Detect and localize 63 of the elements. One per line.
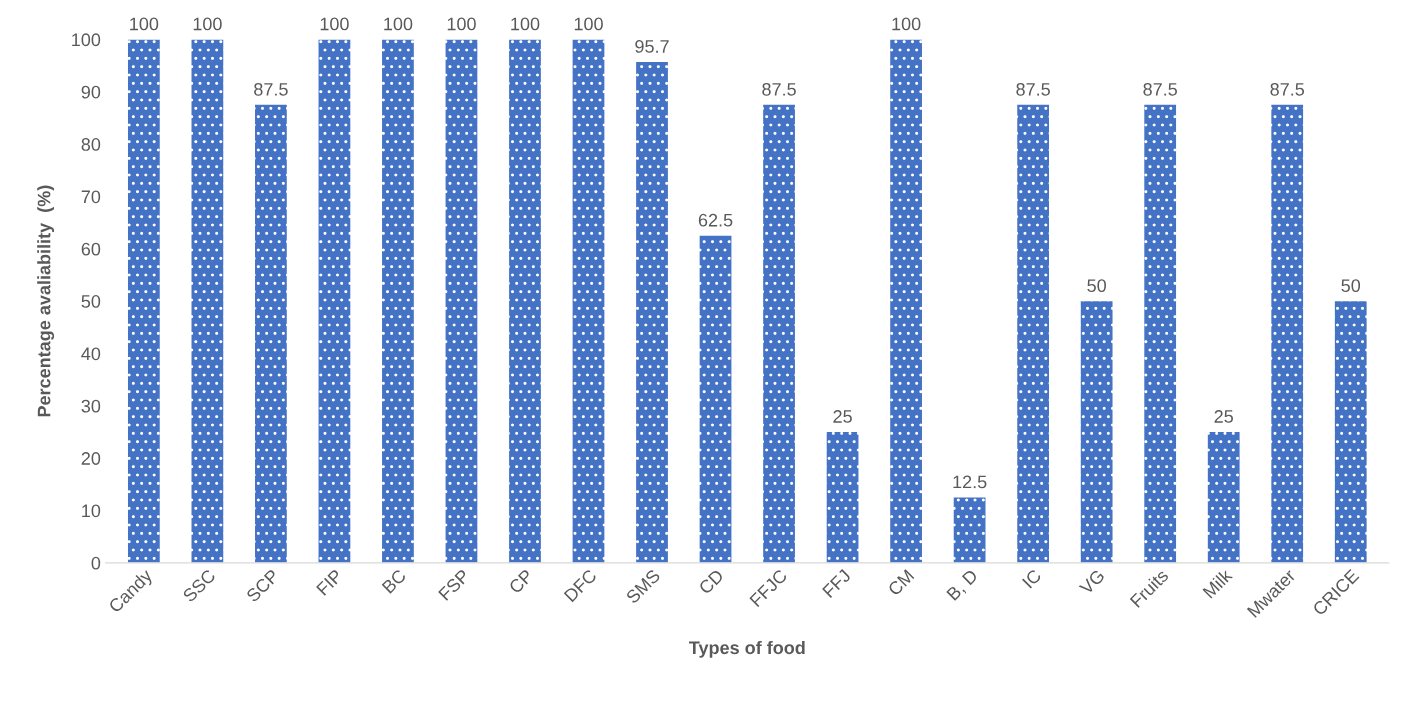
bar bbox=[1017, 104, 1050, 563]
data-label: 50 bbox=[1087, 279, 1106, 293]
data-label: 87.5 bbox=[1143, 82, 1177, 96]
y-axis-title: Percentage avaliability (%) bbox=[37, 185, 55, 417]
y-tick-label: 40 bbox=[81, 347, 101, 361]
x-tick-label: B, D bbox=[946, 568, 980, 603]
data-label: 100 bbox=[130, 17, 159, 31]
data-label: 95.7 bbox=[635, 40, 669, 53]
x-tick-label: CP bbox=[508, 568, 534, 595]
bar bbox=[699, 235, 732, 563]
bar bbox=[191, 39, 224, 563]
y-tick-label: 50 bbox=[81, 295, 101, 308]
data-label: 100 bbox=[892, 17, 921, 31]
data-label: 12.5 bbox=[953, 475, 987, 489]
bar bbox=[1144, 104, 1177, 563]
y-tick-label: 70 bbox=[81, 190, 101, 204]
x-tick-label: FFJ bbox=[822, 569, 852, 599]
y-tick-label: 10 bbox=[82, 504, 101, 518]
y-tick-label: 20 bbox=[81, 452, 101, 465]
y-tick-label: 30 bbox=[81, 399, 101, 413]
bar bbox=[890, 39, 922, 563]
bar bbox=[1080, 301, 1113, 563]
bar bbox=[636, 61, 668, 563]
data-label: 62.5 bbox=[698, 213, 733, 227]
data-label: 100 bbox=[193, 17, 222, 31]
x-axis-title: Types of food bbox=[689, 640, 805, 658]
x-tick-label: BC bbox=[381, 568, 407, 594]
bar bbox=[1334, 301, 1367, 563]
data-label: 87.5 bbox=[254, 82, 288, 96]
data-label: 87.5 bbox=[1270, 82, 1305, 96]
data-label: 50 bbox=[1341, 279, 1361, 293]
data-label: 87.5 bbox=[762, 82, 796, 96]
y-tick-label: 80 bbox=[81, 138, 101, 151]
data-label: 25 bbox=[833, 410, 852, 423]
x-tick-label: Milk bbox=[1202, 567, 1233, 599]
bar bbox=[763, 104, 795, 563]
y-tick-label: 60 bbox=[81, 242, 101, 256]
y-tick-label: 0 bbox=[91, 556, 101, 570]
bar bbox=[127, 39, 160, 563]
bar bbox=[572, 39, 605, 563]
bar bbox=[1271, 104, 1304, 563]
data-label: 87.5 bbox=[1016, 82, 1050, 96]
bar bbox=[318, 39, 351, 563]
bar bbox=[509, 39, 541, 563]
data-label: 100 bbox=[447, 17, 476, 31]
x-tick-label: FIP bbox=[316, 568, 343, 596]
x-tick-label: CD bbox=[698, 568, 725, 595]
bar bbox=[826, 431, 859, 563]
x-tick-label: VG bbox=[1078, 569, 1106, 596]
bar bbox=[445, 39, 478, 563]
y-tick-label: 100 bbox=[72, 33, 101, 47]
bar bbox=[382, 39, 414, 563]
bar bbox=[255, 104, 287, 563]
x-tick-label: IC bbox=[1021, 568, 1043, 589]
data-label: 100 bbox=[511, 17, 540, 31]
data-label: 100 bbox=[320, 17, 349, 31]
bar bbox=[953, 497, 986, 563]
data-label: 100 bbox=[384, 17, 413, 31]
x-tick-label: CM bbox=[887, 569, 915, 597]
data-label: 100 bbox=[574, 17, 603, 31]
bar bbox=[1207, 431, 1240, 563]
data-label: 25 bbox=[1214, 410, 1233, 423]
y-tick-label: 90 bbox=[81, 85, 101, 99]
